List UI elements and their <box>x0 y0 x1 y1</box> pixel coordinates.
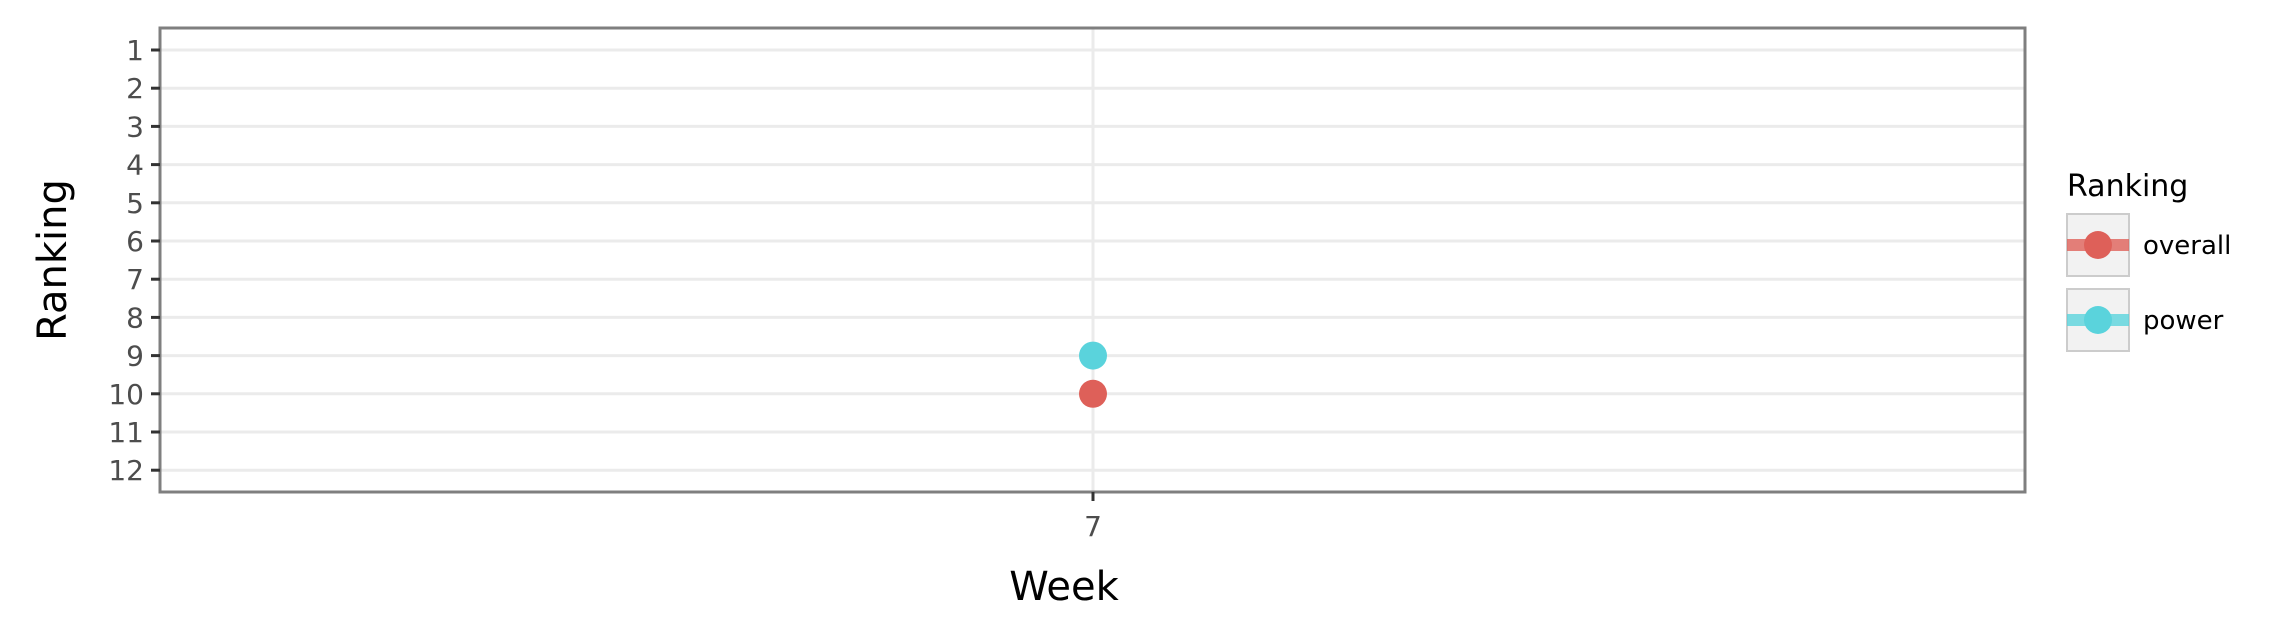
y-tick-label: 11 <box>108 416 144 449</box>
y-tick-label: 1 <box>126 34 144 67</box>
legend: Ranking overall power <box>2066 169 2231 352</box>
legend-keys: overall power <box>2066 213 2231 352</box>
legend-key-point <box>2084 231 2112 259</box>
legend-label: power <box>2143 306 2224 336</box>
point-overall <box>1079 379 1107 408</box>
y-tick-label: 7 <box>126 263 144 296</box>
x-axis-ticks: 7 <box>1084 492 1102 543</box>
y-tick-label: 10 <box>108 378 144 411</box>
legend-item-overall: overall <box>2066 213 2231 277</box>
y-tick-label: 5 <box>126 187 144 220</box>
legend-key-point <box>2084 306 2112 334</box>
y-tick-label: 9 <box>126 340 144 373</box>
x-axis-title: Week <box>1009 564 1119 610</box>
legend-item-power: power <box>2066 288 2224 352</box>
legend-label: overall <box>2143 231 2231 261</box>
y-tick-label: 12 <box>108 454 144 487</box>
y-tick-label: 2 <box>126 72 144 105</box>
data-points <box>1079 341 1107 408</box>
y-tick-label: 3 <box>126 110 144 143</box>
y-axis-title: Ranking <box>30 179 76 341</box>
y-tick-label: 4 <box>126 149 144 182</box>
legend-title: Ranking <box>2067 169 2188 204</box>
y-tick-label: 6 <box>126 225 144 258</box>
point-power <box>1079 341 1107 370</box>
x-tick-label: 7 <box>1084 510 1102 543</box>
y-tick-label: 8 <box>126 301 144 334</box>
